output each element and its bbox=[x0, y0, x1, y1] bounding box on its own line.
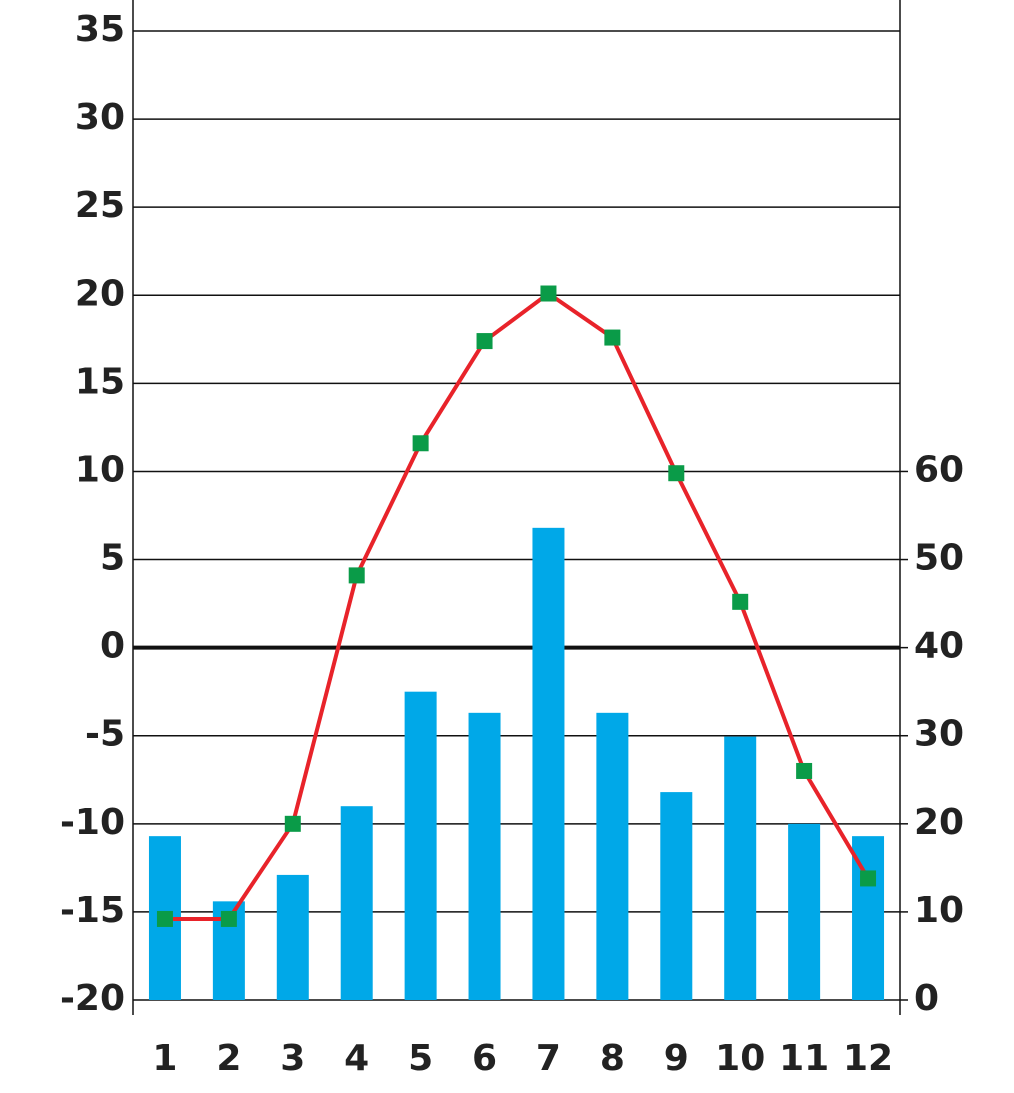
y2-tick-label: 40 bbox=[914, 626, 964, 667]
y2-tick-label: 30 bbox=[914, 714, 964, 755]
y-tick-label: -10 bbox=[60, 802, 125, 843]
y2-tick-label: 10 bbox=[914, 890, 964, 931]
bar bbox=[660, 792, 693, 1000]
bar bbox=[468, 712, 501, 1000]
marker bbox=[796, 762, 813, 779]
bar bbox=[276, 874, 309, 1000]
y-tick-label: 20 bbox=[75, 273, 125, 314]
marker bbox=[348, 567, 365, 584]
x-tick-label: 1 bbox=[152, 1038, 177, 1079]
marker bbox=[476, 333, 493, 350]
bar bbox=[532, 527, 565, 1000]
y2-tick-label: 20 bbox=[914, 802, 964, 843]
x-tick-label: 3 bbox=[280, 1038, 305, 1079]
y-tick-label: 5 bbox=[100, 538, 125, 579]
y-tick-label: -15 bbox=[60, 890, 125, 931]
y-tick-label: 35 bbox=[75, 9, 125, 50]
x-tick-label: 12 bbox=[843, 1038, 893, 1079]
bar bbox=[788, 823, 821, 1000]
marker bbox=[220, 910, 237, 927]
marker bbox=[860, 870, 877, 887]
y-tick-label: 25 bbox=[75, 185, 125, 226]
y2-tick-label: 60 bbox=[914, 449, 964, 490]
x-tick-label: 10 bbox=[715, 1038, 765, 1079]
marker bbox=[668, 465, 685, 482]
x-tick-label: 6 bbox=[472, 1038, 497, 1079]
marker bbox=[732, 593, 749, 610]
marker bbox=[540, 285, 557, 302]
line bbox=[164, 291, 870, 921]
y-tick-label: 30 bbox=[75, 97, 125, 138]
bar bbox=[340, 806, 373, 1000]
bar bbox=[404, 691, 437, 1000]
marker bbox=[412, 435, 429, 452]
bar bbox=[596, 712, 629, 1000]
x-tick-label: 7 bbox=[536, 1038, 561, 1079]
y-tick-label: -5 bbox=[85, 714, 125, 755]
y-tick-label: 0 bbox=[100, 626, 125, 667]
marker bbox=[284, 815, 301, 832]
x-tick-label: 5 bbox=[408, 1038, 433, 1079]
x-tick-label: 11 bbox=[779, 1038, 829, 1079]
marker bbox=[604, 329, 621, 346]
marker bbox=[156, 910, 173, 927]
y-tick-label: -20 bbox=[60, 978, 125, 1019]
y2-tick-label: 50 bbox=[914, 538, 964, 579]
bar bbox=[724, 736, 757, 1000]
x-tick-label: 4 bbox=[344, 1038, 369, 1079]
x-tick-label: 8 bbox=[600, 1038, 625, 1079]
y2-tick-label: 0 bbox=[914, 978, 939, 1019]
y-tick-label: 10 bbox=[75, 449, 125, 490]
x-tick-label: 9 bbox=[664, 1038, 689, 1079]
y-tick-label: 15 bbox=[75, 361, 125, 402]
x-tick-label: 2 bbox=[216, 1038, 241, 1079]
